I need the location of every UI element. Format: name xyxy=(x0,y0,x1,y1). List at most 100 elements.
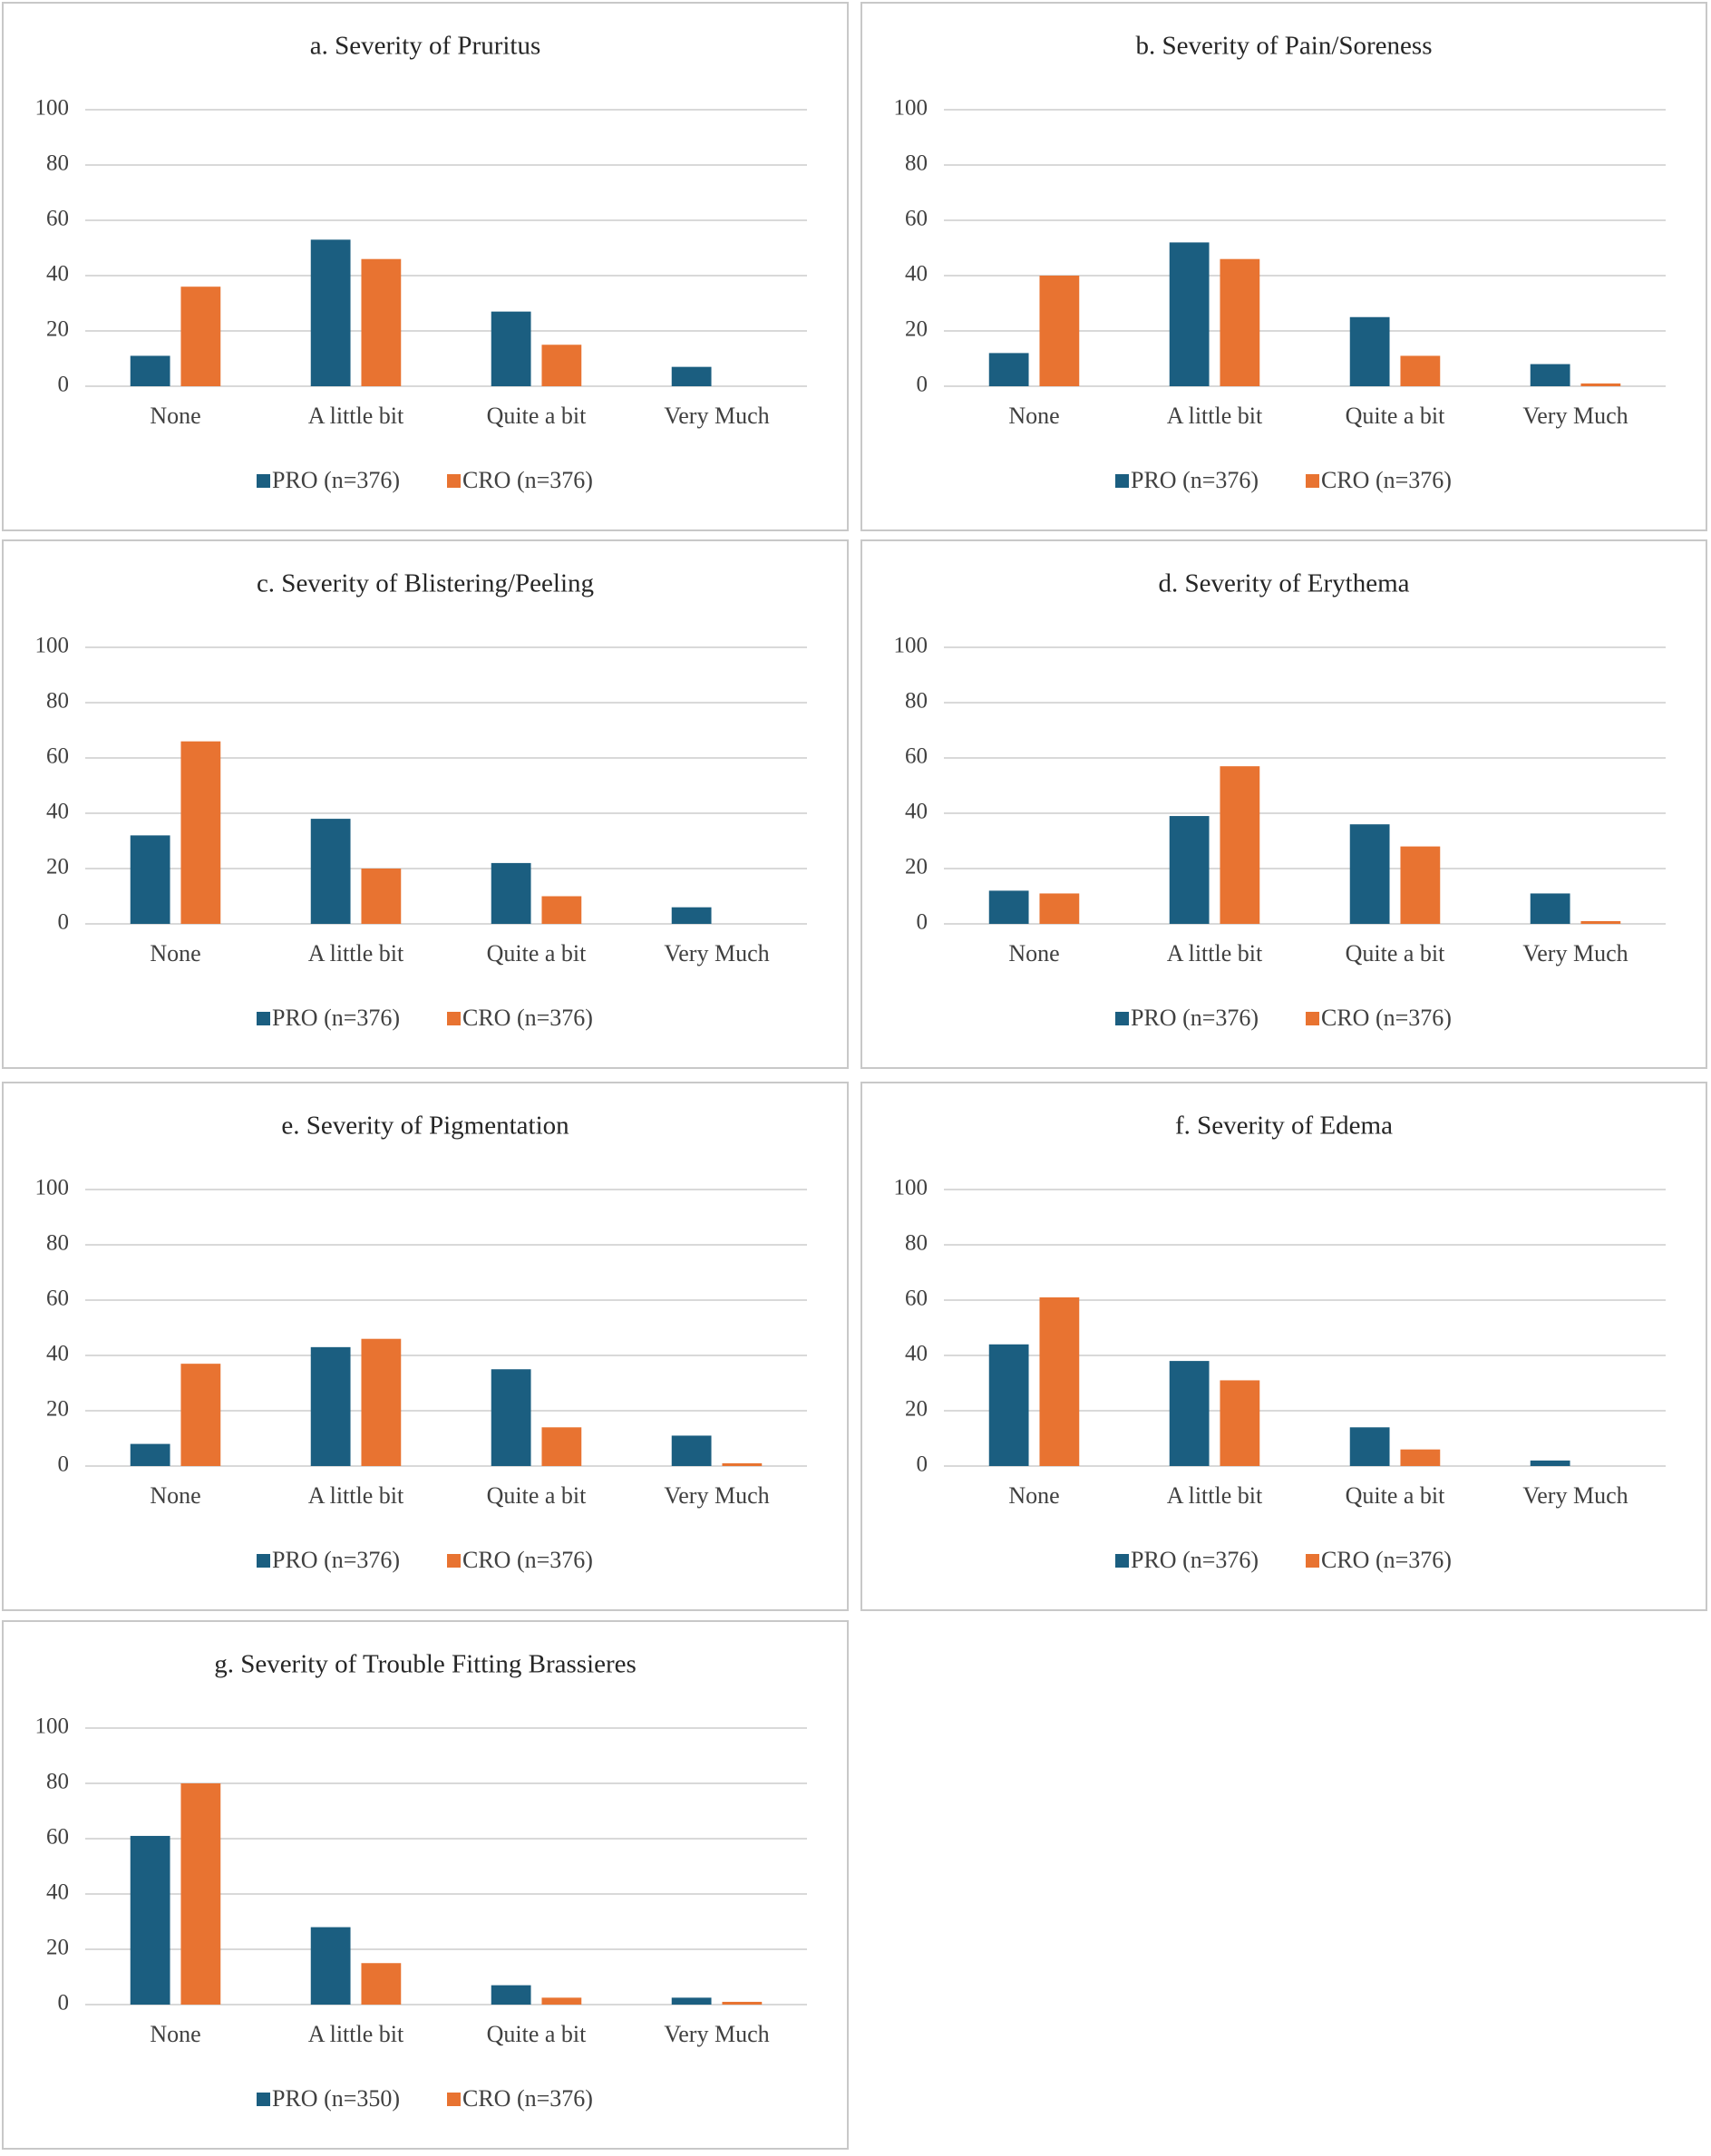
x-tick-label: Very Much xyxy=(1522,940,1628,966)
y-tick-label: 80 xyxy=(46,151,69,176)
y-tick-label: 80 xyxy=(46,689,69,714)
bar xyxy=(1530,893,1570,924)
y-tick-label: 80 xyxy=(905,151,928,176)
x-tick-label: Quite a bit xyxy=(487,403,588,429)
x-tick-label: None xyxy=(150,2021,200,2047)
bar xyxy=(671,366,712,386)
bar xyxy=(671,1435,712,1466)
legend-swatch xyxy=(447,1554,461,1568)
bar xyxy=(1220,766,1260,924)
chart-title: e. Severity of Pigmentation xyxy=(281,1112,569,1141)
panel-border xyxy=(860,1082,1707,1611)
chart-title: a. Severity of Pruritus xyxy=(310,32,541,61)
legend-swatch xyxy=(447,2093,461,2106)
y-tick-label: 20 xyxy=(905,1397,928,1422)
chart-title: f. Severity of Edema xyxy=(1175,1112,1393,1141)
bar xyxy=(1349,824,1390,924)
legend-label: CRO (n=376) xyxy=(1321,467,1452,493)
x-tick-label: A little bit xyxy=(308,2021,404,2047)
bar xyxy=(361,258,402,386)
bar xyxy=(1349,1427,1390,1466)
bar xyxy=(1349,316,1390,386)
y-tick-label: 0 xyxy=(58,373,70,397)
legend-swatch xyxy=(1306,474,1319,488)
bar xyxy=(1039,893,1080,924)
y-tick-label: 40 xyxy=(46,262,69,286)
bar xyxy=(361,869,402,924)
legend-swatch xyxy=(1115,1554,1129,1568)
y-tick-label: 0 xyxy=(917,373,928,397)
legend-swatch xyxy=(1306,1554,1319,1568)
y-tick-label: 60 xyxy=(46,744,69,769)
legend-swatch xyxy=(1306,1012,1319,1025)
bar xyxy=(180,1364,221,1466)
legend-label: PRO (n=350) xyxy=(272,2085,400,2112)
chart-title: g. Severity of Trouble Fitting Brassiere… xyxy=(214,1650,637,1679)
x-tick-label: A little bit xyxy=(1167,403,1263,429)
bar xyxy=(1039,1297,1080,1466)
legend-label: PRO (n=376) xyxy=(1131,467,1259,493)
bar xyxy=(541,896,582,924)
y-tick-label: 20 xyxy=(46,1397,69,1422)
chart-panel: a. Severity of Pruritus 0 20 40 60 80 100 None A… xyxy=(2,2,849,531)
y-tick-label: 60 xyxy=(46,1287,69,1311)
y-tick-label: 60 xyxy=(46,1825,69,1850)
bar xyxy=(180,1783,221,2005)
y-tick-label: 0 xyxy=(58,1991,70,2015)
bar xyxy=(361,1963,402,2005)
y-tick-label: 60 xyxy=(905,1287,928,1311)
bar xyxy=(1530,1460,1570,1466)
chart-panel: f. Severity of Edema 0 20 40 60 80 100 None A li… xyxy=(860,1082,1707,1611)
panel-border xyxy=(2,539,849,1069)
bar xyxy=(491,1985,531,2005)
x-tick-label: None xyxy=(1008,1482,1059,1509)
panel-border xyxy=(860,2,1707,531)
legend-label: PRO (n=376) xyxy=(272,1005,400,1031)
y-tick-label: 0 xyxy=(58,910,70,935)
legend-label: CRO (n=376) xyxy=(462,2085,593,2112)
bar xyxy=(130,355,170,386)
legend-swatch xyxy=(447,474,461,488)
y-tick-label: 40 xyxy=(46,1342,69,1366)
bar xyxy=(1169,816,1210,924)
legend-swatch xyxy=(257,2093,270,2106)
y-tick-label: 100 xyxy=(894,96,928,121)
bar xyxy=(1169,242,1210,386)
chart-title: d. Severity of Erythema xyxy=(1158,569,1409,598)
panel-border xyxy=(2,1082,849,1611)
chart-panel: d. Severity of Erythema 0 20 40 60 80 100 None A… xyxy=(860,539,1707,1069)
legend-label: CRO (n=376) xyxy=(462,1005,593,1031)
x-tick-label: A little bit xyxy=(1167,1482,1263,1509)
y-tick-label: 0 xyxy=(58,1452,70,1477)
y-tick-label: 80 xyxy=(905,689,928,714)
y-tick-label: 20 xyxy=(905,317,928,342)
y-tick-label: 20 xyxy=(46,855,69,879)
x-tick-label: Quite a bit xyxy=(487,1482,588,1509)
x-tick-label: Quite a bit xyxy=(1346,940,1446,966)
y-tick-label: 80 xyxy=(46,1770,69,1794)
x-tick-label: None xyxy=(1008,940,1059,966)
legend-swatch xyxy=(1115,1012,1129,1025)
bar xyxy=(130,1443,170,1466)
x-tick-label: A little bit xyxy=(308,940,404,966)
y-tick-label: 80 xyxy=(905,1231,928,1256)
bar xyxy=(988,353,1029,386)
y-tick-label: 20 xyxy=(905,855,928,879)
bar xyxy=(722,1462,763,1466)
legend-label: CRO (n=376) xyxy=(462,1547,593,1573)
y-tick-label: 60 xyxy=(46,207,69,231)
bar xyxy=(310,819,351,924)
y-tick-label: 0 xyxy=(917,1452,928,1477)
bar xyxy=(1400,355,1441,386)
y-tick-label: 100 xyxy=(894,634,928,658)
legend-swatch xyxy=(257,474,270,488)
panel-border xyxy=(860,539,1707,1069)
y-tick-label: 60 xyxy=(905,207,928,231)
bar xyxy=(988,1344,1029,1466)
legend-label: CRO (n=376) xyxy=(1321,1005,1452,1031)
y-tick-label: 100 xyxy=(894,1176,928,1200)
bar xyxy=(180,286,221,386)
bar xyxy=(491,862,531,924)
x-tick-label: None xyxy=(150,940,200,966)
